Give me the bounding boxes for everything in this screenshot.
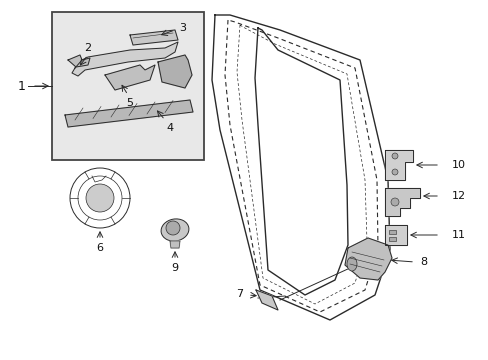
Text: 2: 2 xyxy=(84,43,91,53)
Polygon shape xyxy=(68,55,90,67)
Ellipse shape xyxy=(161,219,188,241)
Text: 11: 11 xyxy=(451,230,465,240)
Circle shape xyxy=(391,153,397,159)
Polygon shape xyxy=(170,241,180,248)
Text: 8: 8 xyxy=(420,257,427,267)
Bar xyxy=(52,12,203,160)
Text: 9: 9 xyxy=(171,263,178,273)
Circle shape xyxy=(390,198,398,206)
Text: 10: 10 xyxy=(451,160,465,170)
Text: 4: 4 xyxy=(166,123,173,133)
Polygon shape xyxy=(65,100,193,127)
Polygon shape xyxy=(72,42,178,76)
Circle shape xyxy=(391,169,397,175)
Polygon shape xyxy=(384,150,412,180)
Polygon shape xyxy=(256,290,278,310)
Polygon shape xyxy=(384,188,419,216)
Text: 6: 6 xyxy=(96,243,103,253)
Polygon shape xyxy=(105,65,155,90)
Polygon shape xyxy=(130,30,178,45)
Text: 5: 5 xyxy=(126,98,133,108)
Bar xyxy=(388,230,395,234)
Circle shape xyxy=(165,221,180,235)
Polygon shape xyxy=(384,225,406,245)
Ellipse shape xyxy=(346,257,356,271)
Bar xyxy=(388,237,395,241)
Text: 12: 12 xyxy=(451,191,465,201)
Text: 3: 3 xyxy=(179,23,186,33)
Text: 7: 7 xyxy=(236,289,243,299)
Polygon shape xyxy=(158,55,192,88)
Text: 1: 1 xyxy=(18,80,26,93)
Circle shape xyxy=(86,184,114,212)
Polygon shape xyxy=(345,238,391,280)
